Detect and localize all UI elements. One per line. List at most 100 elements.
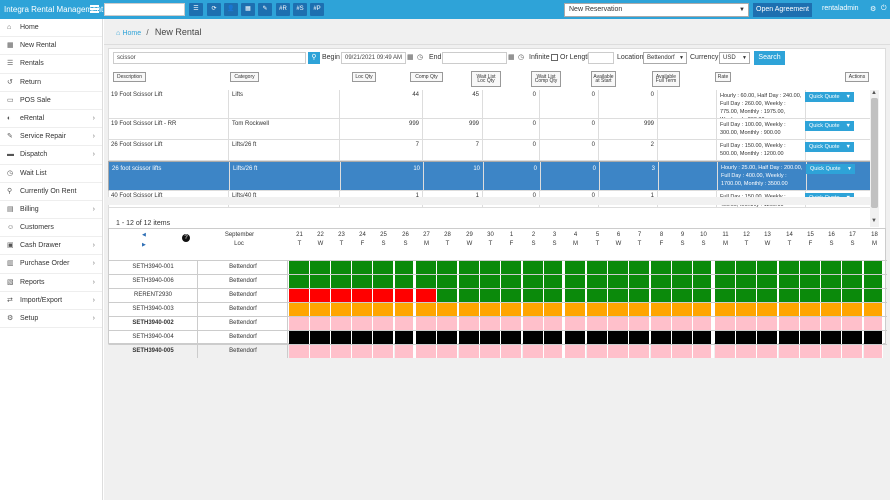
gear-icon[interactable]: ⚙ <box>870 6 877 13</box>
availability-cell[interactable] <box>352 303 373 316</box>
availability-cell[interactable] <box>587 275 608 288</box>
sidebar-item-reports[interactable]: ▧ Reports › <box>0 274 102 292</box>
quick-quote-button[interactable]: Quick Quote ▼ <box>805 92 854 102</box>
table-horizontal-scrollbar[interactable] <box>108 197 870 205</box>
availability-cell[interactable] <box>736 317 757 330</box>
availability-cell[interactable] <box>416 261 437 274</box>
availability-cell[interactable] <box>373 303 394 316</box>
availability-cell[interactable] <box>565 345 586 358</box>
availability-cell[interactable] <box>651 303 672 316</box>
availability-cell[interactable] <box>352 289 373 302</box>
user-menu[interactable]: rentaladmin <box>822 5 859 12</box>
availability-cell[interactable] <box>480 303 501 316</box>
availability-cell[interactable] <box>437 317 458 330</box>
item-search-input[interactable]: scissor <box>113 52 306 64</box>
sidebar-item-new-rental[interactable]: ▦ New Rental <box>0 37 102 56</box>
availability-cell[interactable] <box>800 275 821 288</box>
availability-cell[interactable] <box>352 331 373 344</box>
availability-cell[interactable] <box>821 317 842 330</box>
availability-cell[interactable] <box>289 317 310 330</box>
availability-cell[interactable] <box>310 261 331 274</box>
availability-cell[interactable] <box>629 261 650 274</box>
availability-cell[interactable] <box>821 303 842 316</box>
sidebar-item-cash-drawer[interactable]: ▣ Cash Drawer › <box>0 237 102 256</box>
availability-cell[interactable] <box>437 331 458 344</box>
help-icon[interactable]: ? <box>182 234 190 242</box>
availability-cell[interactable] <box>736 345 757 358</box>
sidebar-item-rentals[interactable]: ☰ Rentals <box>0 55 102 74</box>
column-header-8[interactable]: Rate <box>715 72 731 82</box>
availability-cell[interactable] <box>864 289 883 302</box>
availability-cell[interactable] <box>736 275 757 288</box>
availability-cell[interactable] <box>501 303 522 316</box>
availability-cell[interactable] <box>672 317 693 330</box>
availability-cell[interactable] <box>310 289 331 302</box>
availability-cell[interactable] <box>373 261 394 274</box>
availability-cell[interactable] <box>757 275 778 288</box>
sidebar-item-dispatch[interactable]: ▬ Dispatch › <box>0 146 102 165</box>
availability-cell[interactable] <box>736 261 757 274</box>
availability-cell[interactable] <box>544 317 565 330</box>
toolbar-button-6[interactable]: #S <box>293 3 307 16</box>
availability-cell[interactable] <box>565 275 586 288</box>
toolbar-button-4[interactable]: ✎ <box>258 3 272 16</box>
availability-cell[interactable] <box>565 303 586 316</box>
availability-cell[interactable] <box>544 331 565 344</box>
availability-cell[interactable] <box>459 317 480 330</box>
availability-cell[interactable] <box>523 317 544 330</box>
availability-cell[interactable] <box>289 331 310 344</box>
next-arrow-icon[interactable]: ▶ <box>142 242 146 248</box>
availability-cell[interactable] <box>289 275 310 288</box>
availability-cell[interactable] <box>523 261 544 274</box>
toolbar-button-7[interactable]: #P <box>310 3 324 16</box>
availability-cell[interactable] <box>608 303 629 316</box>
availability-cell[interactable] <box>800 261 821 274</box>
availability-cell[interactable] <box>501 261 522 274</box>
search-icon[interactable]: ⚲ <box>308 52 320 64</box>
availability-cell[interactable] <box>629 317 650 330</box>
availability-cell[interactable] <box>480 289 501 302</box>
sidebar-item-purchase-order[interactable]: ▥ Purchase Order › <box>0 255 102 274</box>
quick-quote-button[interactable]: Quick Quote ▼ <box>805 121 854 131</box>
availability-cell[interactable] <box>395 261 416 274</box>
availability-cell[interactable] <box>821 345 842 358</box>
availability-cell[interactable] <box>736 303 757 316</box>
currency-select[interactable]: USD ▼ <box>719 52 750 64</box>
column-header-5[interactable]: Wait List Comp Qty <box>531 71 561 87</box>
availability-cell[interactable] <box>459 261 480 274</box>
availability-cell[interactable] <box>395 303 416 316</box>
availability-cell[interactable] <box>587 303 608 316</box>
availability-cell[interactable] <box>437 275 458 288</box>
availability-cell[interactable] <box>310 275 331 288</box>
availability-cell[interactable] <box>693 345 714 358</box>
availability-cell[interactable] <box>779 345 800 358</box>
availability-cell[interactable] <box>608 275 629 288</box>
availability-cell[interactable] <box>373 289 394 302</box>
availability-cell[interactable] <box>608 317 629 330</box>
availability-cell[interactable] <box>629 345 650 358</box>
availability-cell[interactable] <box>480 345 501 358</box>
availability-cell[interactable] <box>480 331 501 344</box>
availability-cell[interactable] <box>821 275 842 288</box>
availability-cell[interactable] <box>693 331 714 344</box>
toolbar-button-0[interactable]: ☰ <box>189 3 203 16</box>
unit-name[interactable]: SETH3940-004 <box>109 331 198 344</box>
power-icon[interactable]: ⏻ <box>881 5 887 12</box>
availability-cell[interactable] <box>437 345 458 358</box>
availability-cell[interactable] <box>779 331 800 344</box>
sidebar-item-return[interactable]: ↺ Return <box>0 74 102 92</box>
availability-cell[interactable] <box>715 303 736 316</box>
availability-cell[interactable] <box>693 261 714 274</box>
availability-cell[interactable] <box>373 275 394 288</box>
availability-cell[interactable] <box>757 303 778 316</box>
availability-cell[interactable] <box>651 317 672 330</box>
column-header-4[interactable]: Wait List Loc Qty <box>471 71 501 87</box>
toolbar-button-1[interactable]: ⟳ <box>207 3 221 16</box>
availability-cell[interactable] <box>352 261 373 274</box>
table-row[interactable]: 26 foot scissor lifts Lifts/26 ft 10 10 0 0 3 H… <box>108 161 879 191</box>
availability-cell[interactable] <box>395 275 416 288</box>
availability-cell[interactable] <box>373 345 394 358</box>
availability-cell[interactable] <box>821 331 842 344</box>
availability-cell[interactable] <box>544 303 565 316</box>
availability-cell[interactable] <box>587 345 608 358</box>
